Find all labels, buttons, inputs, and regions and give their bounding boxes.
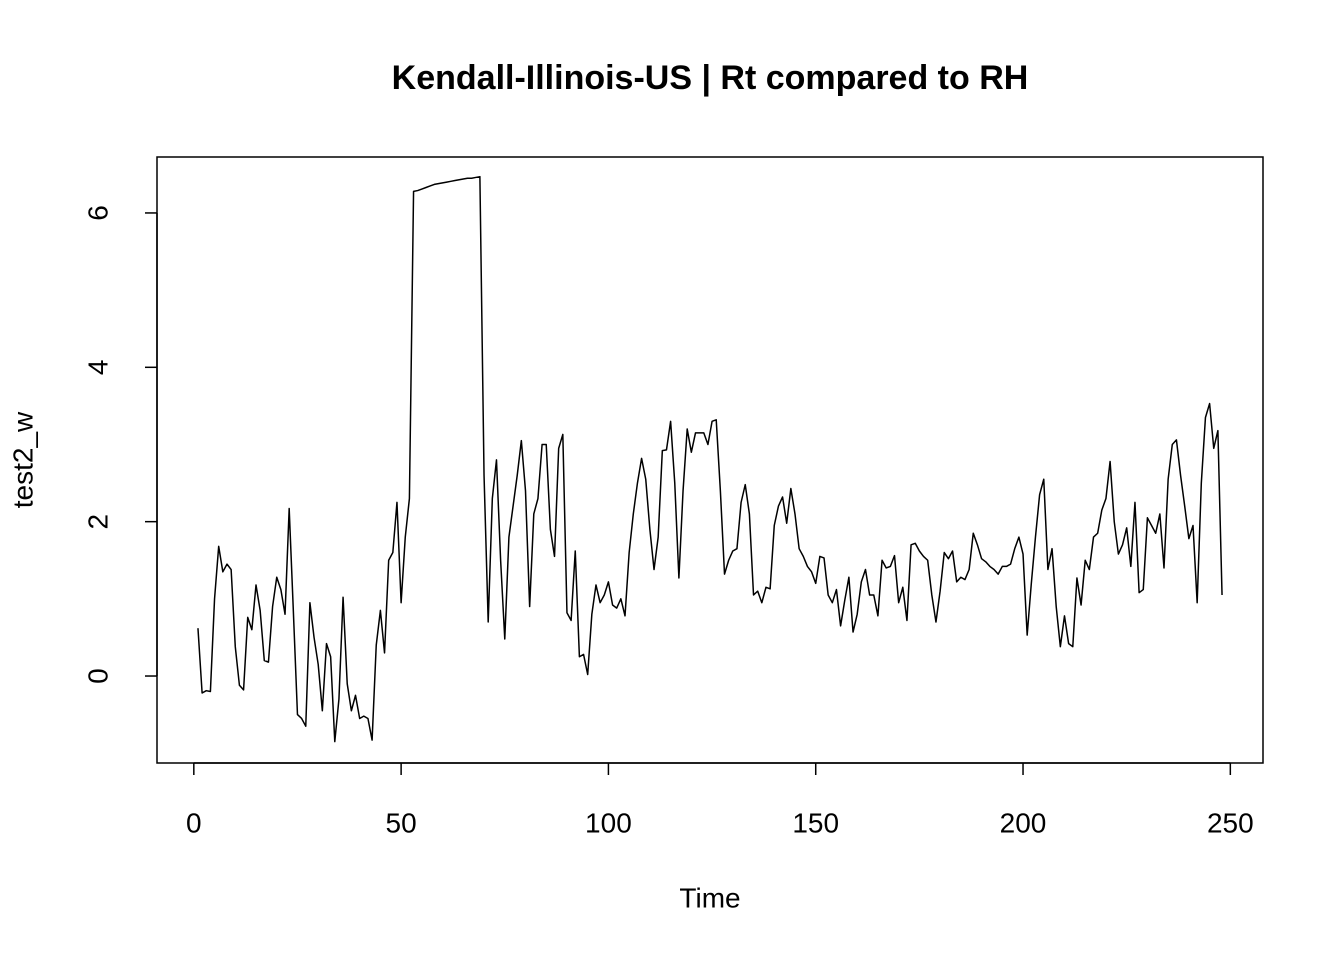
y-tick-label: 6 xyxy=(82,205,113,221)
plot-box xyxy=(156,156,1264,764)
x-tick-label: 50 xyxy=(386,807,417,838)
data-line xyxy=(197,175,1223,743)
x-tick-label: 250 xyxy=(1207,807,1254,838)
x-axis-label: Time xyxy=(679,882,740,913)
x-tick-label: 100 xyxy=(585,807,632,838)
x-tick-label: 150 xyxy=(792,807,839,838)
x-tick-label: 200 xyxy=(1000,807,1047,838)
y-tick-label: 2 xyxy=(82,514,113,530)
x-tick-label: 0 xyxy=(186,807,202,838)
y-axis-label: test2_w xyxy=(7,411,38,508)
chart-title: Kendall-Illinois-US | Rt compared to RH xyxy=(392,59,1029,97)
y-tick-label: 4 xyxy=(82,360,113,376)
y-tick-label: 0 xyxy=(82,668,113,684)
